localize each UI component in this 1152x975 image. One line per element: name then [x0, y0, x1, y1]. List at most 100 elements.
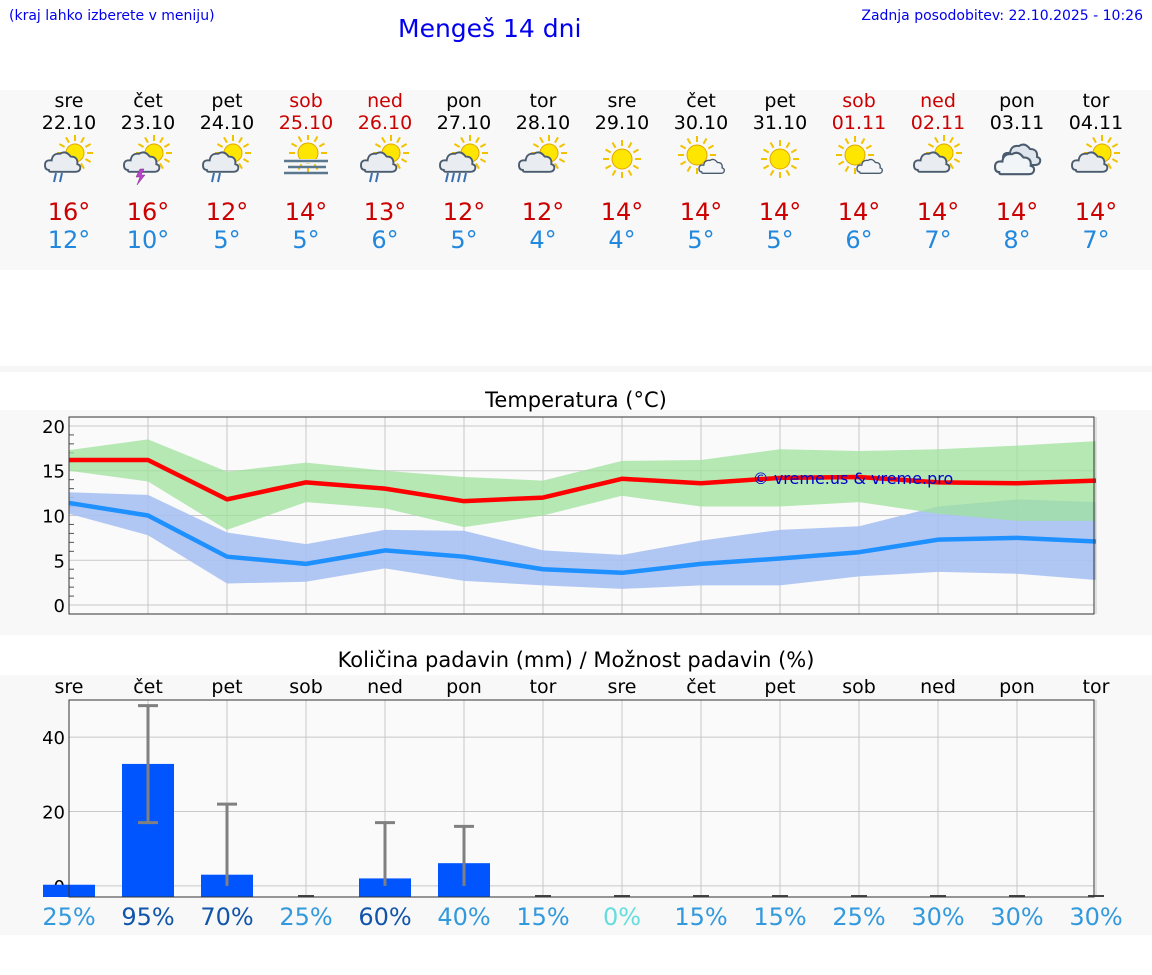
x-category-label: sre — [608, 676, 637, 698]
weather-icon-sun-cloud-thunder — [123, 135, 172, 186]
sun-ray — [297, 136, 303, 143]
forecast-weekday: tor — [1082, 90, 1110, 112]
x-category-label: čet — [686, 676, 716, 698]
sun-ray — [927, 143, 935, 148]
sun-ray — [58, 143, 66, 148]
watermark: © vreme.us & vreme.pro — [753, 469, 954, 488]
sun-ray — [396, 136, 401, 144]
forecast-weekday: sre — [54, 90, 84, 112]
forecast-min-temp: 5° — [687, 226, 715, 254]
forecast-weekday: pon — [446, 90, 482, 112]
sun-ray — [1111, 158, 1119, 163]
sun-ray — [632, 148, 639, 154]
rain-drop — [59, 172, 63, 183]
cloud-shape — [698, 158, 725, 175]
cloud-icon — [993, 151, 1036, 176]
cloud-shape — [913, 151, 951, 173]
sun-ray — [374, 143, 382, 148]
sun-ray — [949, 136, 954, 144]
sun-ray — [242, 158, 250, 163]
forecast-max-temp: 14° — [679, 198, 723, 226]
x-category-label: čet — [133, 676, 163, 698]
page-title: Mengeš 14 dni — [398, 14, 582, 43]
cloud-icon — [202, 151, 240, 173]
sun-ray — [216, 143, 224, 148]
forecast-min-temp: 7° — [1082, 226, 1110, 254]
sun-ray — [953, 143, 961, 148]
sun-ray — [1092, 136, 1097, 144]
sun-ray — [605, 164, 612, 170]
precipitation-chart: sre čet pet sob ned pon tor sre čet pet sob ned pon t… — [42, 676, 1110, 898]
sun-ray — [313, 136, 319, 143]
forecast-date: 29.10 — [594, 112, 650, 134]
sun-ray — [790, 148, 797, 154]
sun-ray — [163, 158, 171, 163]
cloud-icon — [360, 151, 398, 173]
sun-ray — [707, 144, 714, 150]
sun-ray — [611, 142, 617, 149]
sun-ray — [1085, 143, 1093, 148]
sun-icon — [678, 136, 716, 174]
rain-drop — [369, 172, 373, 183]
plot-area — [69, 700, 1094, 897]
sun-ray — [838, 160, 845, 166]
cloud-shape — [202, 151, 240, 173]
weather-icon-sun-small-cloud — [678, 136, 725, 175]
forecast-min-temp: 4° — [608, 226, 636, 254]
daily-forecast: sre 22.10 16° 12° čet 23.10 16° 10° pet 24.10 12° 5… — [0, 90, 1152, 270]
sun-icon — [836, 136, 874, 174]
forecast-min-temp: 6° — [371, 226, 399, 254]
sun-ray — [785, 142, 791, 149]
sun-ray — [159, 136, 164, 144]
sun-ray — [475, 136, 480, 144]
cloud-icon — [518, 151, 556, 173]
sun-ray — [318, 142, 325, 148]
precipitation-chart-title: Količina padavin (mm) / Možnost padavin … — [337, 648, 815, 672]
y-tick-label: 20 — [42, 803, 65, 824]
forecast-max-temp: 14° — [916, 198, 960, 226]
forecast-min-temp: 7° — [924, 226, 952, 254]
x-category-label: sob — [842, 676, 876, 698]
forecast-min-temp: 5° — [766, 226, 794, 254]
forecast-min-temp: 5° — [450, 226, 478, 254]
cloud-shape — [439, 151, 477, 173]
forecast-min-temp: 5° — [292, 226, 320, 254]
forecast-max-temp: 12° — [205, 198, 249, 226]
y-tick-label: 40 — [42, 728, 65, 749]
sun-ray — [223, 136, 228, 144]
weather-icon-sun — [761, 140, 799, 178]
forecast-max-temp: 14° — [758, 198, 802, 226]
sun-ray — [238, 162, 243, 170]
forecast-max-temp: 14° — [284, 198, 328, 226]
forecast-weekday: sob — [842, 90, 876, 112]
sun-ray — [479, 158, 487, 163]
forecast-max-temp: 14° — [600, 198, 644, 226]
weather-icon-sun — [603, 140, 641, 178]
forecast-date: 25.10 — [278, 112, 334, 134]
precip-probability: 15% — [674, 903, 728, 931]
sun-icon — [603, 140, 641, 178]
weather-icon-sun-cloud — [913, 135, 962, 173]
y-tick-label: 5 — [54, 551, 65, 572]
sun-ray — [632, 164, 639, 170]
sun-ray — [627, 169, 633, 176]
forecast-date: 01.11 — [831, 112, 887, 134]
sun-ray — [532, 143, 540, 148]
min-temp-band — [69, 492, 1096, 589]
forecast-weekday: ned — [920, 90, 956, 112]
precip-probability: 30% — [911, 903, 965, 931]
weather-icon-sun-cloud-rain — [202, 135, 251, 183]
forecast-date: 30.10 — [673, 112, 729, 134]
weather-icon-sun-cloud — [1071, 135, 1120, 173]
forecast-min-temp: 8° — [1003, 226, 1031, 254]
cloud-icon — [123, 151, 161, 173]
sun-ray — [934, 136, 939, 144]
precip-probability: 15% — [753, 903, 807, 931]
forecast-date: 22.10 — [41, 112, 97, 134]
sun-ray — [860, 138, 866, 145]
sun-ray — [702, 138, 708, 145]
rain-drop — [445, 172, 449, 183]
cloud-shape — [518, 151, 556, 173]
rain-drop — [463, 172, 467, 183]
divider — [0, 366, 1152, 372]
